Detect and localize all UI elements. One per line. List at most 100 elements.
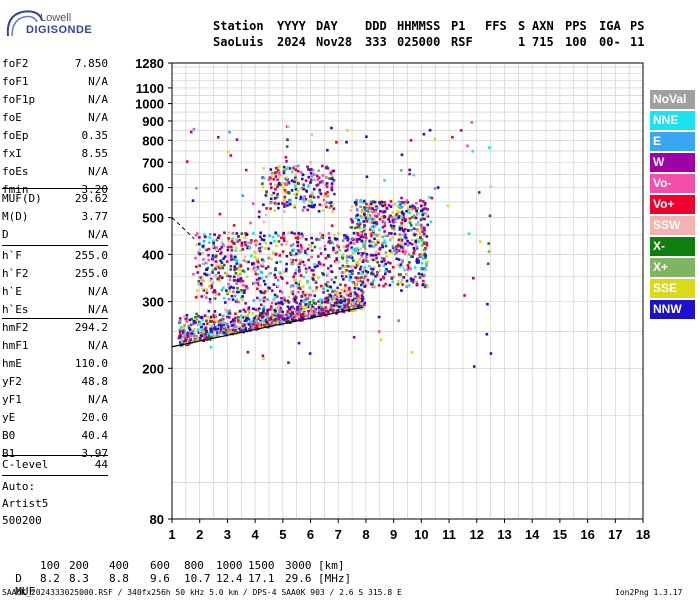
echo-point	[356, 222, 359, 226]
echo-point	[285, 267, 288, 271]
echo-point	[298, 236, 301, 240]
echo-point	[300, 247, 304, 250]
header-value: SaoLuis	[213, 35, 264, 49]
echo-point	[335, 290, 339, 294]
echo-point	[333, 237, 337, 240]
echo-point	[384, 269, 387, 273]
param-value: 110.0	[74, 357, 108, 370]
echo-point	[237, 300, 240, 304]
echo-point	[240, 288, 243, 292]
echo-point	[235, 232, 239, 235]
echo-point	[244, 314, 247, 318]
echo-point	[277, 234, 280, 237]
echo-point	[198, 242, 201, 246]
echo-point	[346, 238, 350, 242]
echo-point	[239, 329, 243, 333]
echo-point	[412, 173, 415, 177]
echo-point	[397, 200, 401, 204]
echo-point	[360, 294, 364, 298]
param-row: h`F 255.0	[2, 249, 108, 265]
echo-point	[282, 317, 285, 321]
echo-point	[433, 187, 437, 190]
echo-point	[259, 312, 262, 315]
param-value: N/A	[88, 303, 108, 316]
echo-point	[347, 306, 351, 309]
echo-point	[232, 224, 236, 227]
echo-point	[344, 301, 347, 305]
echo-point	[322, 287, 325, 291]
echo-point	[274, 183, 277, 187]
y-tick-label: 500	[142, 211, 164, 226]
echo-point	[291, 292, 295, 296]
echo-point	[380, 215, 383, 219]
echo-point	[325, 182, 329, 185]
echo-point	[325, 308, 328, 312]
echo-point	[395, 245, 398, 248]
echo-point	[300, 295, 304, 298]
echo-point	[285, 243, 288, 246]
echo-point	[276, 319, 280, 322]
echo-point	[391, 244, 395, 248]
echo-point	[296, 241, 300, 244]
echo-point	[223, 327, 226, 330]
echo-point	[179, 341, 182, 344]
echo-point	[254, 326, 257, 330]
echo-point	[347, 237, 350, 241]
echo-point	[257, 307, 261, 310]
echo-point	[264, 267, 268, 270]
param-value: N/A	[88, 75, 108, 88]
echo-point	[190, 317, 194, 321]
echo-point	[190, 331, 194, 335]
echo-point	[326, 280, 329, 284]
echo-point	[358, 268, 362, 271]
echo-point	[213, 233, 216, 236]
echo-point	[346, 298, 349, 302]
echo-point	[203, 233, 206, 236]
echo-point	[307, 310, 311, 313]
echo-point	[256, 257, 260, 261]
echo-point	[280, 300, 283, 304]
echo-point	[486, 302, 489, 306]
echo-point	[366, 270, 370, 274]
echo-point	[426, 208, 429, 211]
echo-point	[391, 280, 395, 283]
echo-point	[327, 309, 330, 313]
echo-point	[300, 177, 304, 181]
echo-point	[227, 231, 231, 235]
echo-point	[275, 306, 279, 310]
echo-point	[231, 318, 235, 321]
echo-point	[281, 277, 284, 280]
echo-point	[291, 311, 294, 315]
echo-point	[359, 198, 363, 202]
echo-point	[406, 268, 409, 271]
echo-point	[245, 233, 249, 236]
echo-point	[383, 272, 387, 276]
echo-point	[321, 308, 324, 312]
echo-point	[220, 276, 224, 280]
echo-point	[230, 324, 234, 327]
echo-point	[394, 219, 398, 223]
echo-point	[212, 319, 215, 322]
echo-point	[414, 241, 418, 244]
echo-point	[214, 326, 217, 329]
echo-point	[291, 179, 294, 182]
echo-point	[281, 310, 285, 314]
y-tick-label: 1280	[135, 56, 164, 71]
header-value: 00-	[599, 35, 621, 49]
y-tick-label: 600	[142, 181, 164, 196]
echo-point	[370, 258, 373, 261]
echo-point	[247, 241, 250, 245]
echo-point	[233, 258, 237, 262]
echo-point	[345, 235, 349, 239]
echo-point	[384, 244, 388, 248]
echo-point	[324, 296, 328, 300]
echo-point	[389, 224, 393, 227]
echo-point	[253, 281, 256, 285]
echo-point	[370, 221, 374, 224]
echo-point	[317, 195, 320, 199]
echo-point	[372, 254, 375, 257]
echo-point	[258, 313, 262, 317]
echo-point	[423, 226, 426, 230]
echo-point	[280, 315, 284, 319]
echo-point	[196, 337, 199, 341]
